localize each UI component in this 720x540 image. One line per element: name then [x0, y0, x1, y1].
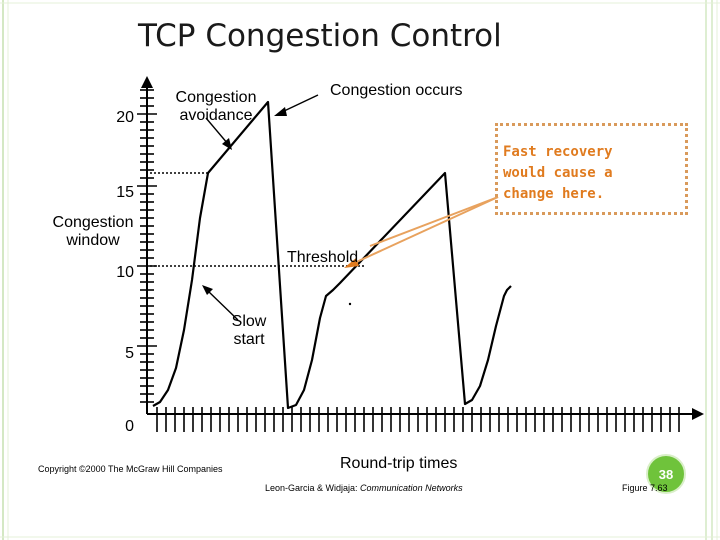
- fast-recovery-line-3: change here.: [503, 186, 605, 202]
- congestion-avoidance-line-1: Congestion: [175, 89, 257, 106]
- x-axis: [147, 407, 704, 432]
- fast-recovery-line-1: Fast recovery: [503, 144, 613, 160]
- threshold-label: Threshold: [287, 249, 359, 266]
- y-tick-label-5: 5: [125, 345, 134, 362]
- y-axis-label-line-1: Congestion: [52, 214, 134, 231]
- fast-recovery-note: Fast recovery would cause a change here.: [503, 142, 613, 205]
- slow-start-line-1: Slow: [231, 313, 267, 330]
- slow-start-line-2: start: [233, 331, 265, 348]
- slow-start-label: Slow start: [219, 313, 279, 349]
- slide-title: TCP Congestion Control: [138, 18, 502, 54]
- y-tick-label-0: 0: [125, 418, 134, 435]
- congestion-window-curve: [152, 100, 512, 410]
- citation-authors: Leon-Garcia & Widjaja:: [265, 483, 361, 493]
- congestion-avoidance-label: Congestion avoidance: [156, 89, 276, 125]
- y-axis-label: Congestion window: [33, 214, 153, 250]
- fast-recovery-arrows: [344, 196, 499, 268]
- stray-dot: [348, 302, 352, 306]
- y-axis-ticks: [137, 89, 157, 403]
- y-axis: [137, 76, 157, 414]
- citation: Leon-Garcia & Widjaja: Communication Net…: [265, 483, 463, 493]
- annotation-arrows: [202, 94, 319, 321]
- page-number-badge: 38: [646, 454, 686, 494]
- citation-book: Communication Networks: [360, 483, 463, 493]
- y-axis-label-line-2: window: [66, 232, 120, 249]
- copyright-text: Copyright ©2000 The McGraw Hill Companie…: [38, 464, 223, 474]
- congestion-occurs-label: Congestion occurs: [330, 82, 463, 99]
- x-axis-ticks: [156, 407, 680, 432]
- y-tick-label-15: 15: [116, 184, 134, 201]
- x-axis-label: Round-trip times: [340, 455, 458, 472]
- y-tick-label-20: 20: [116, 109, 134, 126]
- congestion-avoidance-line-2: avoidance: [179, 107, 253, 124]
- y-tick-label-10: 10: [116, 264, 134, 281]
- fast-recovery-note-box: [495, 123, 688, 215]
- fast-recovery-line-2: would cause a: [503, 165, 613, 181]
- figure-label: Figure 7.63: [622, 483, 668, 493]
